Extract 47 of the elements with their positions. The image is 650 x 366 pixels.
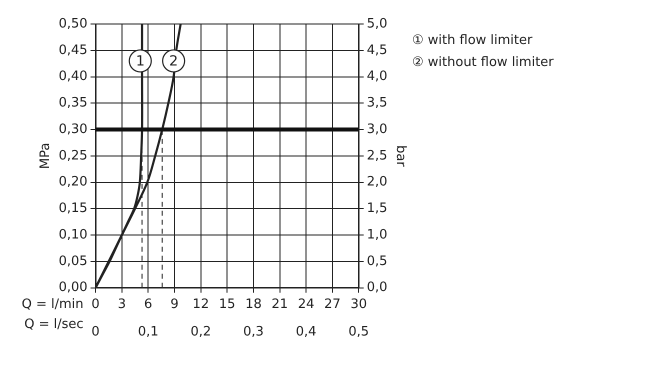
y2-tick-label: 4,0: [366, 69, 388, 84]
y-axis-title: MPa: [38, 142, 54, 170]
y-tick-label: 0,05: [58, 254, 88, 269]
x2-tick-label: 0,1: [138, 324, 159, 340]
x-tick-label: 6: [144, 296, 152, 312]
x-tick-label: 18: [245, 296, 262, 312]
x2-tick-label: 0,5: [348, 324, 370, 340]
y2-tick-label: 3,0: [366, 122, 388, 137]
y-tick-label: 0,35: [58, 96, 88, 111]
y2-tick-label: 0,5: [366, 254, 388, 269]
y-tick-label: 0,15: [58, 201, 88, 216]
x2-tick-label: 0,4: [296, 324, 316, 340]
x2-tick-label: 0: [91, 324, 100, 340]
x-tick-label: 24: [298, 296, 314, 312]
annotation: 1: [136, 54, 145, 70]
y-tick-label: 0,20: [58, 174, 88, 190]
y2-tick-label: 5,0: [366, 16, 388, 32]
x-tick-label: 27: [324, 296, 341, 312]
y2-axis-title: bar: [392, 145, 408, 168]
y-tick-label: 0,45: [58, 42, 88, 58]
y-tick-label: 0,25: [58, 148, 88, 164]
text: ① with flow limiter: [412, 32, 534, 50]
y2-tick-label: 4,5: [366, 42, 388, 58]
y2-tick-label: 1,5: [366, 201, 388, 216]
y-tick-label: 0,40: [58, 69, 88, 84]
y-tick-label: 0,00: [58, 280, 88, 296]
x-tick-label: 3: [118, 296, 126, 312]
x2-axis-title: Q = l/sec: [24, 316, 84, 332]
x-tick-label: 9: [170, 296, 179, 312]
y2-tick-label: 0,0: [366, 280, 388, 296]
x-tick-label: 0: [91, 296, 100, 312]
x2-tick-label: 0,2: [190, 324, 212, 340]
y-tick-label: 0,30: [58, 122, 88, 137]
annotation: 2: [169, 54, 178, 70]
text: ② without flow limiter: [412, 54, 554, 72]
x-tick-label: 15: [218, 296, 236, 312]
x-tick-label: 12: [192, 296, 210, 312]
x-tick-label: 21: [272, 296, 288, 312]
y2-tick-label: 2,0: [366, 174, 388, 190]
y-tick-label: 0,50: [58, 16, 88, 32]
x-tick-label: 30: [350, 296, 367, 312]
y2-tick-label: 3,5: [366, 96, 388, 111]
y2-tick-label: 2,5: [366, 148, 388, 164]
y-tick-label: 0,10: [58, 227, 88, 242]
y2-tick-label: 1,0: [366, 227, 388, 242]
x-axis-title: Q = l/min: [22, 297, 84, 312]
x2-tick-label: 0,3: [243, 324, 264, 340]
